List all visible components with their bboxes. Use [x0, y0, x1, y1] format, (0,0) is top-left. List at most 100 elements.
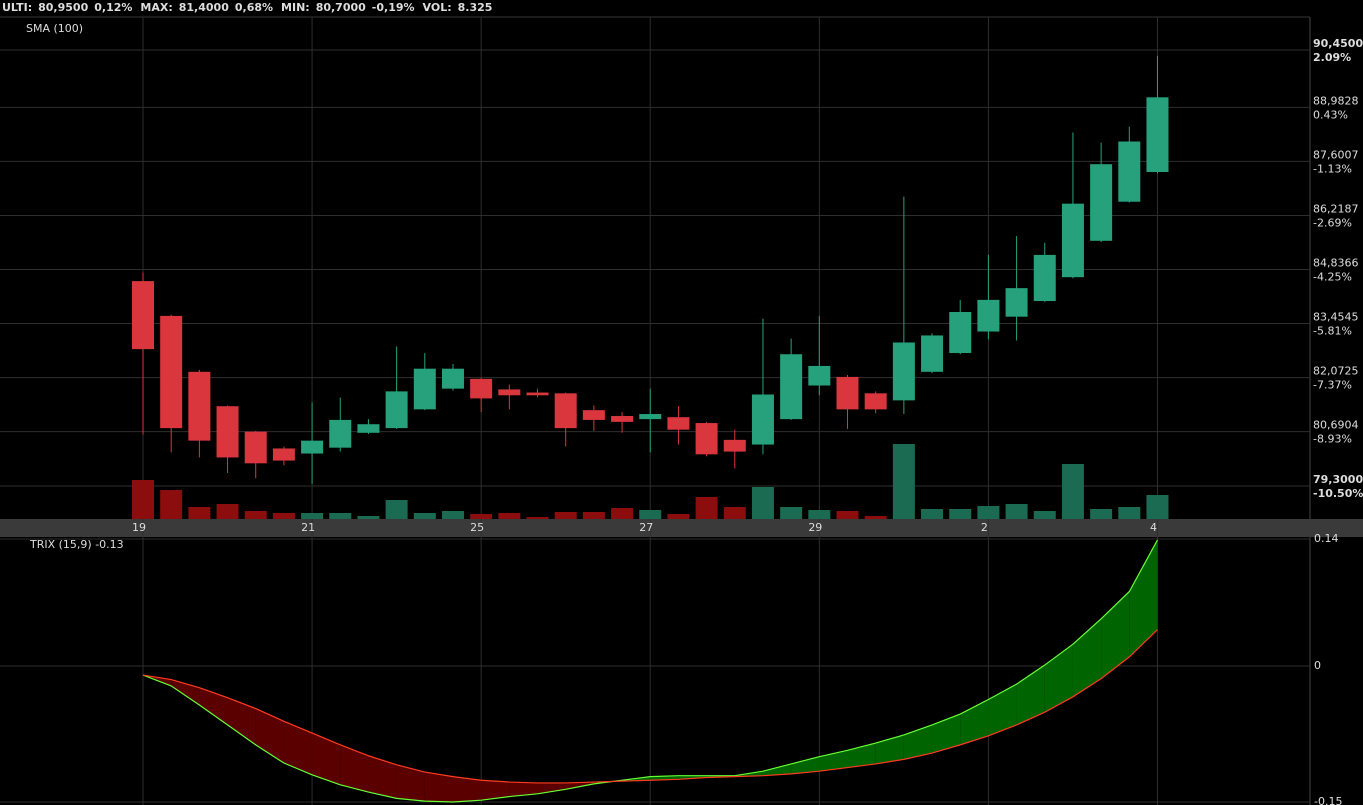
volume-bar	[611, 508, 634, 519]
candle-body	[244, 431, 267, 464]
trix-fill	[932, 714, 961, 754]
header-value: 80,7000	[316, 1, 366, 14]
candle-body	[1118, 141, 1141, 202]
y-tick-percent: -8.93%	[1313, 433, 1352, 446]
candle-body	[160, 315, 183, 429]
x-tick-label: 27	[639, 521, 653, 534]
y-tick-percent: -5.81%	[1313, 325, 1352, 338]
volume-bar	[1033, 511, 1056, 519]
trix-fill	[903, 724, 933, 760]
candle-body	[921, 335, 944, 372]
volume-bar	[921, 509, 944, 519]
y-tick-percent: -7.37%	[1313, 379, 1352, 392]
candle-body	[864, 393, 887, 410]
x-tick-label: 2	[981, 521, 988, 534]
trix-fill	[847, 743, 876, 768]
candle-body	[639, 414, 662, 420]
trix-fill	[199, 687, 228, 725]
indicator-title: TRIX (15,9) -0.13	[29, 538, 124, 551]
trix-fill	[875, 734, 904, 764]
trix-line	[142, 539, 1159, 803]
y-tick-percent: 2.09%	[1313, 51, 1351, 64]
candle-body	[892, 342, 915, 401]
candle-body	[216, 406, 239, 458]
volume-bar	[385, 500, 408, 519]
candle-body	[695, 423, 718, 455]
volume-bar	[216, 504, 239, 519]
y-tick-label: 79,3000	[1313, 473, 1363, 486]
x-axis-strip	[0, 519, 1363, 537]
candle-body	[498, 389, 521, 396]
candle-body	[1033, 254, 1056, 302]
candle-body	[836, 376, 859, 410]
header-label: ULTI:	[2, 1, 32, 14]
trix-fill	[227, 697, 256, 745]
volume-bar	[413, 513, 436, 519]
header-label: VOL:	[423, 1, 452, 14]
candle-body	[441, 368, 464, 389]
y-tick-percent: -2.69%	[1313, 216, 1352, 229]
volume-bar	[977, 506, 1000, 519]
candle-body	[188, 371, 211, 441]
y-tick-percent: -4.25%	[1313, 271, 1352, 284]
y-tick-label: 88,9828	[1313, 94, 1359, 107]
y-tick-label: -0.15	[1314, 795, 1342, 805]
header-label: MIN:	[281, 1, 310, 14]
y-tick-percent: -10.50%	[1313, 487, 1363, 500]
candle-body	[751, 394, 774, 445]
candle-body	[1061, 203, 1084, 278]
x-tick-label: 4	[1150, 521, 1157, 534]
candle-body	[554, 393, 577, 429]
candle-body	[329, 419, 352, 448]
candle-body	[667, 417, 690, 430]
volume-bar	[132, 480, 154, 519]
header-change: -0,19%	[372, 1, 415, 14]
volume-bar	[1090, 509, 1113, 519]
volume-bar	[836, 511, 859, 519]
volume-bar	[639, 510, 662, 519]
trix-fill	[988, 684, 1017, 736]
candle-body	[301, 440, 324, 454]
x-tick-label: 19	[132, 521, 146, 534]
volume-bar	[1118, 507, 1141, 519]
trix-fill	[762, 763, 792, 776]
trix-line	[142, 629, 1158, 784]
candle-body	[723, 439, 746, 452]
candle-body	[1005, 288, 1028, 317]
y-tick-percent: -1.13%	[1313, 162, 1352, 175]
candle-body	[1090, 164, 1113, 241]
trix-fill	[368, 755, 397, 799]
volume-bar	[526, 517, 549, 519]
trix-fill	[537, 782, 566, 794]
volume-bar	[695, 497, 718, 519]
candle-body	[526, 392, 549, 396]
trix-fill	[1129, 539, 1158, 657]
y-tick-label: 90,4500	[1313, 37, 1363, 50]
volume-bar	[582, 512, 605, 519]
candle-body	[808, 365, 831, 386]
header-label: MAX:	[140, 1, 172, 14]
volume-bar	[864, 516, 887, 519]
volume-bar	[1061, 464, 1084, 519]
volume-bar	[554, 512, 577, 519]
trix-fill	[1101, 591, 1130, 679]
volume-bar	[329, 513, 352, 519]
volume-bar	[301, 513, 324, 519]
trix-fill	[1044, 644, 1073, 713]
candle-body	[132, 281, 154, 350]
candle-body	[413, 368, 436, 410]
legend-label: SMA (100)	[26, 22, 83, 35]
candle-body	[272, 448, 295, 461]
candle-body	[780, 354, 803, 420]
volume-bar	[780, 507, 803, 519]
volume-bar	[1005, 504, 1028, 519]
header-change: 0,68%	[235, 1, 273, 14]
volume-bar	[949, 509, 972, 519]
candle-body	[385, 391, 408, 429]
candle-body	[949, 311, 972, 354]
trix-fill	[340, 744, 369, 793]
x-tick-label: 21	[301, 521, 315, 534]
volume-bar	[751, 487, 774, 519]
